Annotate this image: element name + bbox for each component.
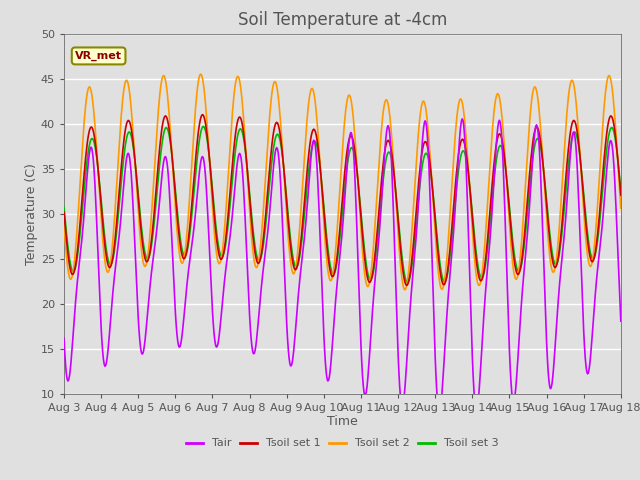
- Y-axis label: Temperature (C): Temperature (C): [25, 163, 38, 264]
- Text: VR_met: VR_met: [75, 51, 122, 61]
- X-axis label: Time: Time: [327, 415, 358, 429]
- Legend: Tair, Tsoil set 1, Tsoil set 2, Tsoil set 3: Tair, Tsoil set 1, Tsoil set 2, Tsoil se…: [182, 434, 503, 453]
- Title: Soil Temperature at -4cm: Soil Temperature at -4cm: [237, 11, 447, 29]
